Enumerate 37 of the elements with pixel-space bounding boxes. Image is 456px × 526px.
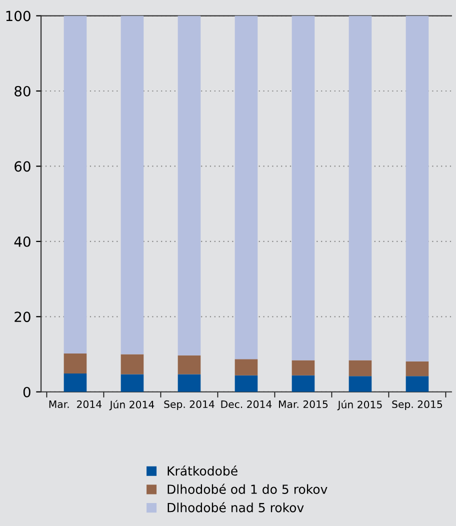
bar bbox=[234, 16, 258, 360]
bar bbox=[178, 374, 201, 392]
x-tick-label: Sep. 2015 bbox=[392, 400, 442, 410]
bar bbox=[178, 355, 201, 374]
x-tick-label: Sep. 2014 bbox=[164, 400, 214, 410]
bar bbox=[234, 375, 258, 392]
x-tick-label: Mar. 2015 bbox=[279, 400, 328, 408]
bar bbox=[292, 375, 315, 392]
y-tick-label: 20 bbox=[14, 312, 30, 322]
bar bbox=[406, 361, 429, 376]
legend-label: Dlhodobé nad 5 rokov bbox=[168, 502, 304, 512]
y-tick-label: 40 bbox=[14, 236, 30, 247]
bar bbox=[120, 16, 144, 354]
x-tick-label: Mar. 2014 bbox=[49, 400, 102, 408]
bar bbox=[178, 16, 201, 356]
bar bbox=[292, 16, 315, 360]
legend-label: Krátkodobé bbox=[168, 465, 238, 476]
x-tick-label: Jún 2014 bbox=[109, 400, 154, 410]
bar bbox=[348, 376, 372, 392]
bar bbox=[406, 16, 429, 362]
y-tick-label: 100 bbox=[6, 10, 30, 22]
bar bbox=[292, 360, 315, 376]
y-tick-label: 60 bbox=[14, 161, 30, 172]
bar bbox=[348, 16, 372, 360]
x-tick-label: Jún 2015 bbox=[337, 400, 382, 410]
legend-label: Dlhodobé od 1 do 5 rokov bbox=[168, 484, 328, 494]
bar bbox=[406, 376, 429, 392]
bar bbox=[64, 354, 87, 374]
bar bbox=[120, 354, 144, 374]
x-tick-label: Dec. 2014 bbox=[221, 400, 272, 408]
bar bbox=[348, 360, 372, 376]
bar bbox=[64, 16, 87, 354]
bar bbox=[120, 374, 144, 392]
bar bbox=[234, 359, 258, 376]
y-tick-label: 0 bbox=[23, 386, 30, 398]
bar bbox=[64, 373, 87, 392]
y-tick-label: 80 bbox=[14, 86, 30, 96]
